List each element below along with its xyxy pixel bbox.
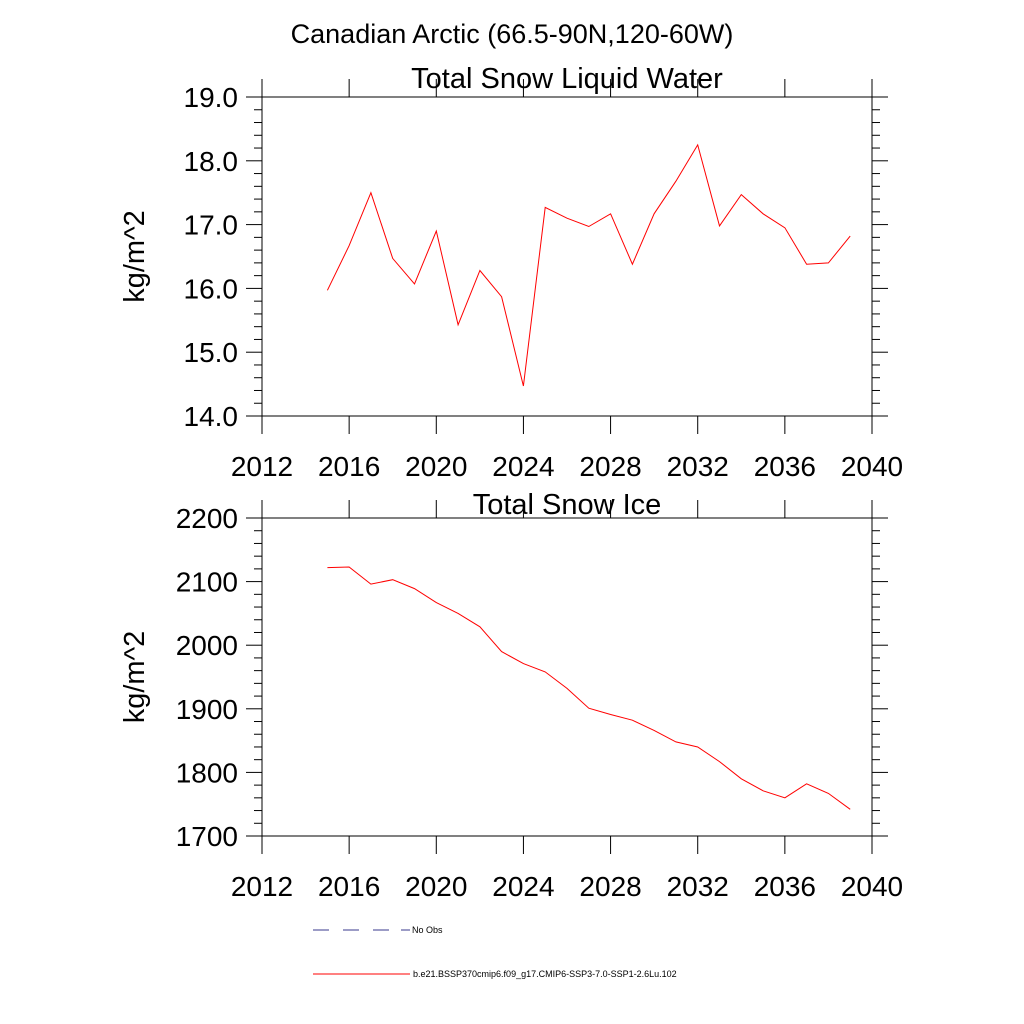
y-tick-label: 2100 — [176, 567, 238, 598]
panel-snow-ice: Total Snow Ice 2012 2016 2020 2024 2028 2032 20… — [119, 489, 903, 902]
x-tick-label: 2032 — [667, 451, 729, 482]
legend-label-model: b.e21.BSSP370cmip6.f09_g17.CMIP6-SSP3-7.… — [413, 969, 677, 979]
x-tick-label: 2020 — [405, 871, 467, 902]
x-tick-label: 2036 — [754, 451, 816, 482]
x-tick-label: 2036 — [754, 871, 816, 902]
x-tick-label: 2028 — [579, 451, 641, 482]
x-tick-label: 2012 — [231, 871, 293, 902]
y-tick-label: 1900 — [176, 694, 238, 725]
y-axis-label: kg/m^2 — [119, 631, 151, 724]
y-axis-label: kg/m^2 — [119, 210, 151, 303]
plot-frame — [261, 517, 873, 837]
chart-title: Total Snow Liquid Water — [411, 63, 723, 95]
x-tick-label: 2020 — [405, 451, 467, 482]
figure-title: Canadian Arctic (66.5-90N,120-60W) — [291, 19, 734, 49]
series-line — [327, 566, 851, 810]
x-tick-label: 2032 — [667, 871, 729, 902]
y-tick-label: 14.0 — [184, 401, 239, 432]
x-tick-label: 2016 — [318, 871, 380, 902]
legend-label-no-obs: No Obs — [412, 925, 443, 935]
y-tick-label: 2000 — [176, 630, 238, 661]
panel-snow-liquid-water: Total Snow Liquid Water 2012 2016 2020 2024 2… — [119, 63, 903, 482]
y-tick-label: 15.0 — [184, 337, 239, 368]
y-tick-label: 19.0 — [184, 82, 239, 113]
x-tick-label: 2024 — [492, 871, 554, 902]
y-tick-label: 1700 — [176, 821, 238, 852]
y-tick-label: 18.0 — [184, 146, 239, 177]
x-tick-label: 2040 — [841, 871, 903, 902]
y-tick-label: 2200 — [176, 503, 238, 534]
chart-title: Total Snow Ice — [473, 489, 662, 521]
x-tick-label: 2016 — [318, 451, 380, 482]
y-tick-label: 17.0 — [184, 210, 239, 241]
plot-frame — [261, 96, 873, 417]
y-tick-label: 16.0 — [184, 273, 239, 304]
x-tick-label: 2024 — [492, 451, 554, 482]
legend: No Obs b.e21.BSSP370cmip6.f09_g17.CMIP6-… — [313, 925, 677, 979]
series-line — [326, 143, 851, 387]
x-tick-label: 2012 — [231, 451, 293, 482]
x-tick-label: 2028 — [579, 871, 641, 902]
x-tick-label: 2040 — [841, 451, 903, 482]
y-tick-label: 1800 — [176, 757, 238, 788]
